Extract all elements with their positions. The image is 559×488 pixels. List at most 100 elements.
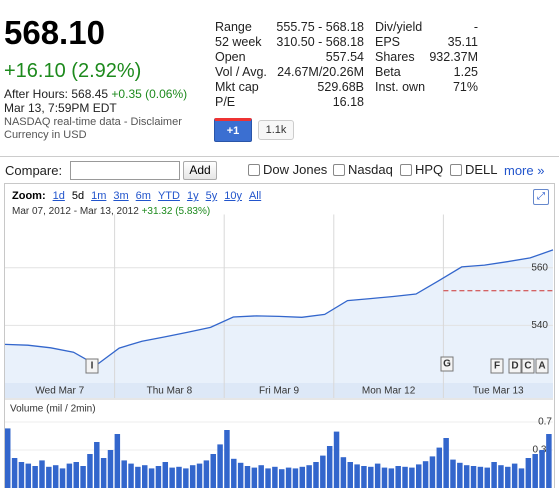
event-marker (440, 356, 454, 372)
volume-bar (162, 462, 169, 488)
volume-bar (183, 468, 189, 488)
stat-value: 932.37M (429, 50, 478, 64)
event-marker (521, 358, 535, 374)
volume-bar (457, 462, 463, 488)
volume-bar (470, 466, 477, 488)
timestamp: Mar 13, 7:59PM EDT (4, 101, 117, 115)
event-label: C (524, 361, 531, 372)
volume-bar (196, 463, 203, 488)
volume-bar (463, 465, 470, 488)
volume-bar (73, 462, 79, 488)
volume-bar (135, 466, 141, 488)
volume-bar (505, 466, 511, 488)
volume-bar (429, 456, 436, 488)
volume-bar (217, 444, 223, 488)
volume-bar (320, 455, 326, 488)
event-marker (508, 358, 522, 374)
volume-bar (11, 458, 18, 488)
zoom-option[interactable]: 1y (186, 190, 199, 202)
event-label: A (538, 361, 545, 372)
volume-title: Volume (mil / 2min) (10, 404, 96, 415)
event-label: I (91, 361, 94, 372)
zoom-option[interactable]: 1m (91, 190, 107, 202)
x-tick-label: Tue Mar 13 (473, 386, 524, 397)
checkbox[interactable] (450, 164, 462, 176)
zoom-option[interactable]: 10y (224, 190, 242, 202)
y-tick-label: 540 (531, 320, 548, 331)
zoom-option[interactable]: 1d (52, 190, 65, 202)
compare-option: Nasdaq (348, 162, 393, 177)
source[interactable]: NASDAQ real-time data - Disclaimer (4, 116, 182, 128)
date-range: Mar 07, 2012 - Mar 13, 2012 +31.32 (5.83… (12, 206, 210, 217)
add-button[interactable]: Add (183, 161, 217, 180)
currency: Currency in USD (4, 129, 87, 141)
event-marker (535, 358, 549, 374)
volume-bar (333, 431, 340, 488)
volume-bar (306, 465, 312, 488)
x-tick-label: Mon Mar 12 (362, 386, 416, 397)
stat-label: Div/yield (375, 20, 423, 34)
stat-value: 529.68B (317, 80, 364, 94)
zoom-option[interactable]: All (248, 190, 262, 202)
checkbox[interactable] (400, 164, 412, 176)
volume-bar (450, 459, 456, 488)
y-tick-label: 560 (531, 262, 548, 273)
volume-bar (409, 467, 415, 488)
volume-bar (532, 454, 538, 488)
x-tick-label: Wed Mar 7 (35, 386, 84, 397)
volume-bar (416, 464, 422, 488)
event-label: D (511, 361, 518, 372)
stat-label: EPS (375, 35, 401, 49)
plusone-button[interactable]: +1 (214, 118, 252, 142)
compare-label: Compare: (5, 163, 63, 178)
volume-bar (511, 463, 518, 488)
volume-bar (402, 466, 408, 488)
zoom-option[interactable]: 5d (71, 190, 85, 202)
zoom-option[interactable]: YTD (157, 190, 180, 202)
compare-option: Dow Jones (263, 162, 328, 177)
stat-value: - (473, 20, 478, 34)
event-label: F (494, 361, 500, 372)
volume-bar (80, 466, 86, 488)
more-link[interactable]: more » (504, 163, 545, 178)
volume-bar (142, 465, 148, 488)
volume-bar (326, 446, 333, 488)
volume-bar (237, 462, 244, 488)
stat-value: 16.18 (332, 95, 364, 109)
stat-value: 310.50 - 568.18 (276, 35, 364, 49)
compare-input[interactable] (70, 161, 180, 180)
change: +16.10 (2.92%) (4, 60, 142, 82)
checkbox[interactable] (248, 164, 260, 176)
stat-label: P/E (215, 95, 236, 109)
volume-bar (251, 467, 258, 488)
volume-bar (539, 450, 545, 488)
stat-label: Inst. own (375, 80, 426, 94)
zoom-option[interactable]: 3m (113, 190, 129, 202)
volume-bar (299, 466, 306, 488)
event-marker (490, 358, 504, 374)
volume-bar (265, 468, 271, 488)
event-marker (85, 358, 99, 374)
stat-label: Vol / Avg. (215, 65, 267, 79)
price: 568.10 (4, 14, 105, 51)
volume-bar (52, 465, 59, 488)
volume-bar (313, 462, 319, 488)
volume-bar (189, 465, 196, 488)
volume-bar (279, 469, 285, 488)
volume-bar (436, 447, 443, 488)
zoom-option[interactable]: 6m (135, 190, 151, 202)
volume-bar (422, 461, 429, 488)
volume-bar (546, 434, 552, 488)
fullscreen-icon[interactable]: ⤢ (533, 189, 549, 205)
checkbox[interactable] (333, 164, 345, 176)
stat-value: 555.75 - 568.18 (276, 20, 364, 34)
volume-bar (107, 450, 114, 488)
compare-option: DELL (465, 162, 498, 177)
volume-bar (381, 467, 388, 488)
volume-bar (347, 462, 353, 488)
zoom-option[interactable]: 5y (205, 190, 218, 202)
volume-bar (59, 468, 66, 488)
stat-value: 557.54 (325, 50, 364, 64)
